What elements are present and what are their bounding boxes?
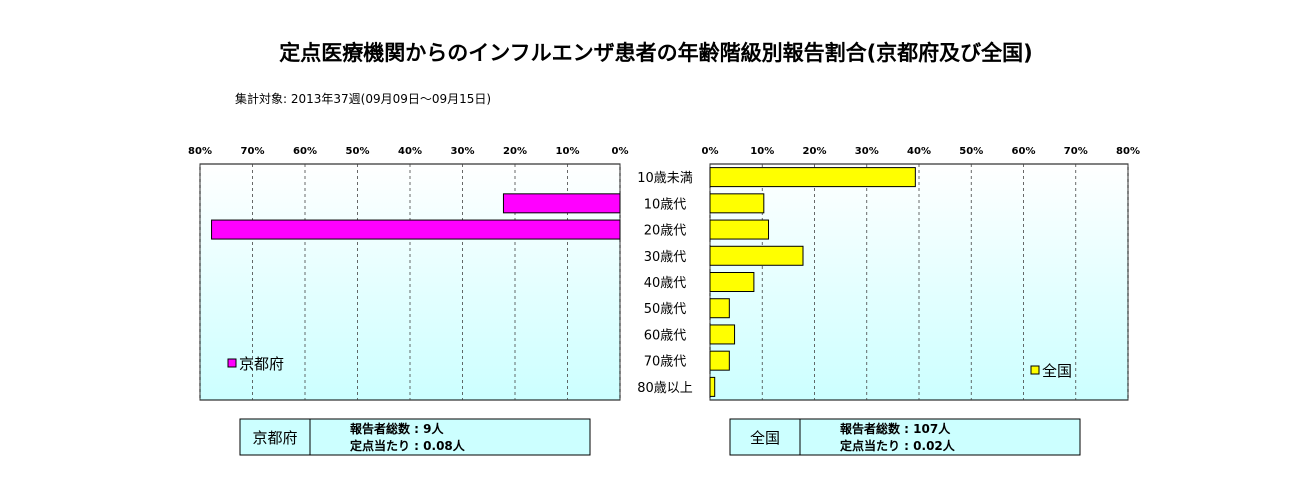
kyoto-info-label: 京都府 xyxy=(252,429,297,447)
kyoto-reporter-total: 報告者総数 : 9人 xyxy=(350,421,445,436)
national-bars xyxy=(709,167,916,397)
national-bar xyxy=(709,376,716,397)
national-tick-labels: 0% 10% 20% 30% 40% 50% 60% 70% 80% xyxy=(702,146,1140,157)
national-legend-swatch xyxy=(1030,365,1040,375)
category-label: 60歳代 xyxy=(644,328,687,343)
kyoto-info-box-frame xyxy=(239,418,591,456)
national-tick-label: 80% xyxy=(1116,146,1140,157)
kyoto-bars xyxy=(211,193,621,240)
kyoto-legend: 京都府 xyxy=(227,355,284,373)
kyoto-legend-swatch xyxy=(227,358,237,368)
kyoto-tick-label: 70% xyxy=(241,146,265,157)
national-tick-label: 50% xyxy=(959,146,983,157)
national-tick-label: 40% xyxy=(907,146,931,157)
national-per-sentinel: 定点当たり : 0.02人 xyxy=(840,438,956,453)
chart-subtitle: 集計対象: 2013年37週(09月09日～09月15日) xyxy=(235,91,491,106)
category-label: 20歳代 xyxy=(644,224,687,239)
national-bar xyxy=(709,298,730,319)
chart-title: 定点医療機関からのインフルエンザ患者の年齢階級別報告割合(京都府及び全国) xyxy=(279,41,1033,65)
kyoto-tick-labels: 80% 70% 60% 50% 40% 30% 20% 10% 0% xyxy=(188,146,628,157)
national-bar xyxy=(709,193,765,214)
national-panel: 0% 10% 20% 30% 40% 50% 60% 70% 80% 全国 xyxy=(702,146,1140,401)
national-bar xyxy=(709,350,730,371)
national-info-label: 全国 xyxy=(750,429,780,447)
national-tick-label: 10% xyxy=(750,146,774,157)
kyoto-tick-label: 80% xyxy=(188,146,212,157)
kyoto-tick-label: 30% xyxy=(451,146,475,157)
national-tick-label: 0% xyxy=(702,146,719,157)
kyoto-bar xyxy=(502,193,621,214)
national-bar xyxy=(709,219,770,240)
kyoto-per-sentinel: 定点当たり : 0.08人 xyxy=(350,438,466,453)
kyoto-legend-label: 京都府 xyxy=(239,355,284,373)
kyoto-tick-label: 40% xyxy=(398,146,422,157)
national-bar xyxy=(709,167,916,188)
category-label: 50歳代 xyxy=(644,302,687,317)
national-legend: 全国 xyxy=(1030,362,1072,380)
national-reporter-total: 報告者総数 : 107人 xyxy=(840,421,951,436)
kyoto-tick-label: 10% xyxy=(556,146,580,157)
category-label: 70歳代 xyxy=(644,355,687,370)
national-legend-label: 全国 xyxy=(1042,362,1072,380)
category-label: 10歳未満 xyxy=(637,171,693,186)
national-tick-label: 70% xyxy=(1064,146,1088,157)
national-tick-label: 60% xyxy=(1012,146,1036,157)
kyoto-panel: 80% 70% 60% 50% 40% 30% 20% 10% 0% 京都府 xyxy=(188,146,628,401)
kyoto-tick-label: 0% xyxy=(612,146,629,157)
category-label: 40歳代 xyxy=(644,276,687,291)
kyoto-tick-label: 60% xyxy=(293,146,317,157)
kyoto-info-box: 京都府 報告者総数 : 9人 定点当たり : 0.08人 xyxy=(239,418,591,456)
national-tick-label: 20% xyxy=(803,146,827,157)
national-info-box: 全国 報告者総数 : 107人 定点当たり : 0.02人 xyxy=(729,418,1081,456)
national-bar xyxy=(709,272,755,292)
category-label: 30歳代 xyxy=(644,250,687,265)
category-labels: 10歳未満 10歳代 20歳代 30歳代 40歳代 50歳代 60歳代 70歳代 80歳以上 xyxy=(637,171,693,396)
kyoto-bar xyxy=(211,219,621,240)
national-bar xyxy=(709,324,736,345)
national-plot-area xyxy=(709,163,1129,401)
national-bar xyxy=(709,245,804,266)
category-label: 10歳代 xyxy=(644,197,687,212)
kyoto-tick-label: 20% xyxy=(503,146,527,157)
kyoto-tick-label: 50% xyxy=(346,146,370,157)
national-tick-label: 30% xyxy=(855,146,879,157)
category-label: 80歳以上 xyxy=(637,381,693,396)
national-info-box-frame xyxy=(729,418,1081,456)
